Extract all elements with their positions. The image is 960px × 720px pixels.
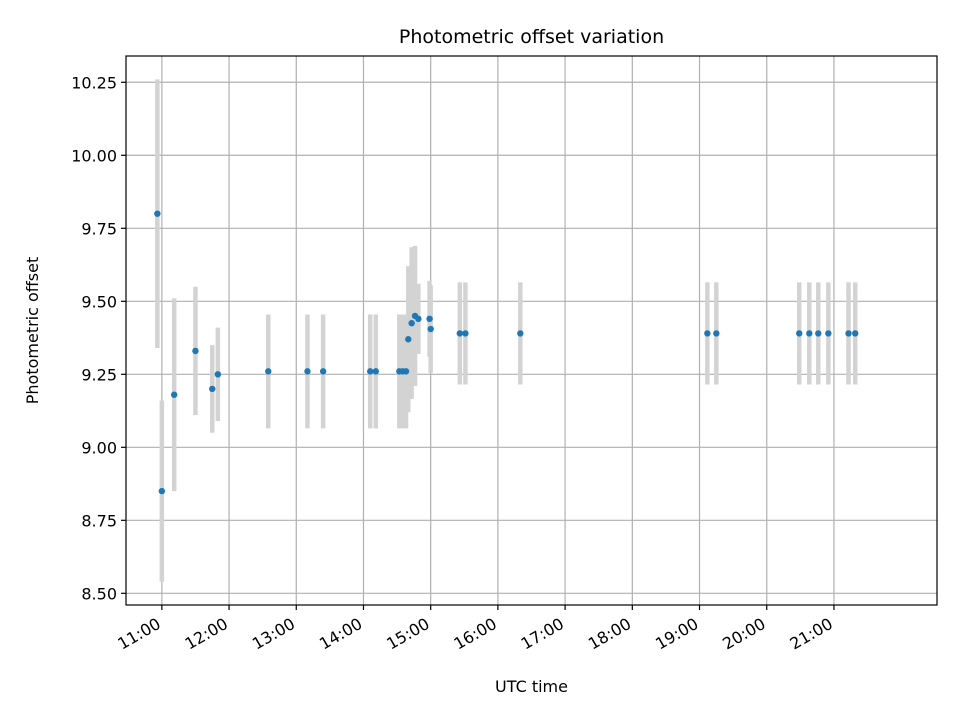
data-point: [402, 368, 410, 375]
data-point: [408, 319, 415, 327]
data-point: [265, 368, 272, 375]
data-point: [796, 330, 803, 337]
data-point: [415, 315, 422, 323]
y-tick-label: 9.25: [81, 365, 117, 384]
data-point: [825, 330, 832, 337]
data-point: [852, 330, 859, 337]
data-point: [713, 330, 720, 337]
data-point: [456, 330, 464, 337]
data-point: [815, 330, 822, 337]
data-point: [517, 330, 524, 337]
data-point: [170, 391, 178, 398]
data-point: [214, 371, 222, 378]
y-tick-label: 9.50: [81, 292, 117, 311]
data-point: [704, 330, 711, 337]
data-point: [304, 368, 311, 375]
data-point: [405, 336, 412, 343]
chart-title: Photometric offset variation: [399, 26, 664, 48]
data-point: [192, 347, 199, 355]
y-tick-label: 10.25: [71, 73, 117, 92]
data-point: [319, 368, 327, 375]
x-axis-label: UTC time: [495, 677, 568, 696]
data-point: [806, 330, 813, 337]
y-tick-label: 9.75: [81, 219, 117, 238]
data-point: [209, 385, 216, 393]
data-point: [426, 315, 433, 323]
data-points: [154, 210, 859, 495]
plot-frame: [125, 55, 938, 606]
data-point: [845, 330, 852, 337]
y-axis-label: Photometric offset: [23, 257, 42, 405]
data-point: [372, 368, 379, 375]
y-tick-label: 10.00: [71, 146, 117, 165]
y-axis-ticks: 8.50 8.75 9.00 9.25 9.50 9.75 10.00 10.25: [71, 73, 126, 603]
y-tick-label: 8.50: [81, 584, 117, 603]
data-point: [427, 325, 434, 333]
grid-lines: [126, 56, 937, 605]
data-point: [366, 368, 374, 375]
data-point: [154, 210, 161, 217]
y-tick-label: 9.00: [81, 438, 117, 457]
y-tick-label: 8.75: [81, 511, 117, 530]
data-point: [158, 487, 166, 495]
data-point: [462, 330, 469, 337]
